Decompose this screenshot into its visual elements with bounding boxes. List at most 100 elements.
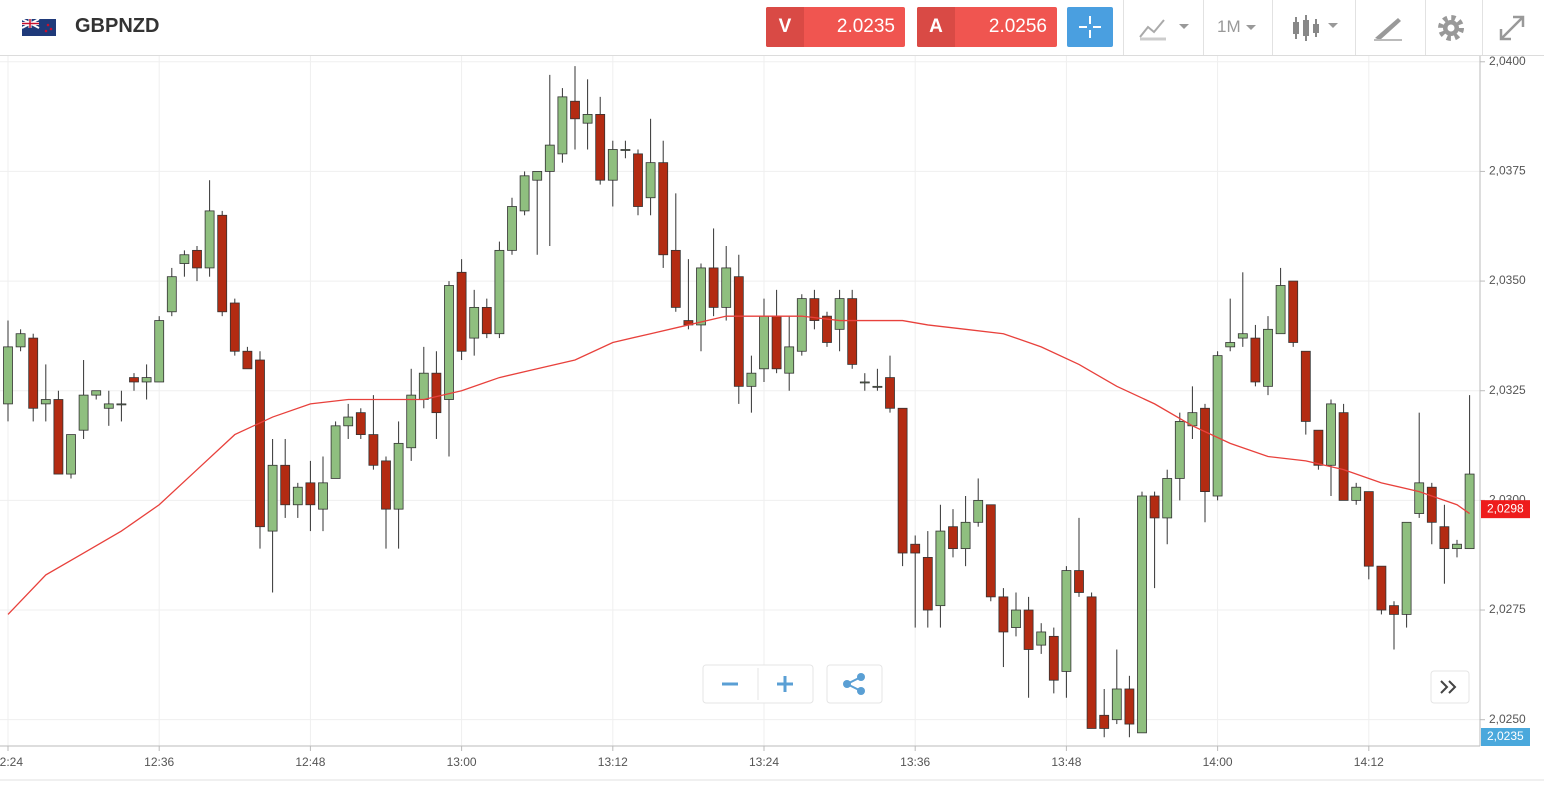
chart-type-button[interactable] bbox=[1138, 15, 1194, 41]
candle-body bbox=[431, 372, 442, 414]
candle-body bbox=[645, 162, 656, 199]
settings-button[interactable] bbox=[1436, 13, 1466, 43]
candle-body bbox=[444, 285, 454, 400]
flag-icon bbox=[22, 19, 56, 36]
x-tick-label: 13:00 bbox=[447, 755, 477, 769]
candle-type-button[interactable] bbox=[1290, 13, 1346, 43]
y-tick-label: 2,0250 bbox=[1489, 712, 1526, 726]
candle-body bbox=[1011, 609, 1021, 628]
x-tick-label: 12:48 bbox=[295, 755, 325, 769]
candle-body bbox=[15, 333, 26, 348]
candle-body bbox=[872, 385, 883, 388]
candle-body bbox=[53, 399, 64, 475]
x-tick-label: 14:00 bbox=[1203, 755, 1233, 769]
candle-body bbox=[1074, 570, 1084, 593]
candle-body bbox=[1212, 355, 1223, 497]
pair-name: GBPNZD bbox=[75, 15, 160, 37]
x-tick-label: 13:12 bbox=[598, 755, 628, 769]
candle-body bbox=[116, 403, 127, 406]
last-price-label: 2,0298 bbox=[1487, 501, 1524, 515]
y-tick-label: 2,0375 bbox=[1489, 164, 1526, 178]
candle-body bbox=[658, 162, 669, 256]
candle-body bbox=[3, 346, 13, 405]
zoom-in-button[interactable] bbox=[777, 676, 793, 692]
candle-body bbox=[1263, 328, 1273, 387]
candle-body bbox=[1225, 342, 1236, 348]
candle-body bbox=[1300, 350, 1311, 422]
candle-body bbox=[633, 153, 643, 207]
candle-body bbox=[746, 372, 757, 387]
candle-body bbox=[519, 175, 530, 212]
sell-price: 2.0235 bbox=[836, 16, 895, 37]
candle-body bbox=[1111, 688, 1122, 721]
candle-body bbox=[355, 412, 366, 435]
candle-body bbox=[1401, 521, 1412, 615]
candle-body bbox=[1061, 570, 1072, 672]
candle-body bbox=[1048, 635, 1059, 681]
candle-body bbox=[406, 394, 417, 449]
timeframe-button[interactable]: 1M bbox=[1217, 17, 1257, 37]
candle-body bbox=[1389, 605, 1399, 615]
candle-body bbox=[507, 206, 517, 251]
candle-body bbox=[696, 267, 706, 326]
last-price-tag bbox=[1481, 500, 1530, 519]
candle-body bbox=[998, 596, 1009, 633]
candle-body bbox=[557, 96, 568, 155]
candle-body bbox=[1137, 495, 1147, 734]
candle-body bbox=[759, 315, 769, 370]
candle-body bbox=[192, 249, 202, 269]
sell-button[interactable]: V 2.0235 bbox=[766, 7, 905, 47]
candle-body bbox=[217, 214, 228, 313]
candle-body bbox=[1338, 412, 1349, 501]
share-box bbox=[826, 664, 883, 704]
candle-body bbox=[1275, 285, 1286, 335]
separator bbox=[1203, 0, 1204, 55]
crosshair-button[interactable] bbox=[1067, 7, 1113, 47]
toolbar: GBPNZD V 2.0235 A 2.0256 1M bbox=[0, 0, 1544, 56]
candle-body bbox=[129, 377, 139, 383]
candle-body bbox=[1036, 631, 1047, 646]
candle-body bbox=[481, 306, 492, 335]
y-tick-label: 2,0400 bbox=[1489, 56, 1526, 68]
candle-body bbox=[544, 144, 555, 172]
buy-button[interactable]: A 2.0256 bbox=[917, 7, 1057, 47]
candle-body bbox=[960, 521, 971, 550]
candle-body bbox=[1439, 526, 1450, 550]
separator bbox=[1355, 0, 1356, 55]
candle-body bbox=[166, 276, 177, 313]
candle-body bbox=[91, 390, 102, 396]
candle-body bbox=[154, 320, 165, 383]
candle-body bbox=[834, 298, 845, 330]
grid bbox=[0, 56, 1480, 746]
candle-body bbox=[204, 210, 215, 269]
candle-body bbox=[103, 403, 114, 409]
buy-price: 2.0256 bbox=[988, 16, 1047, 37]
zoom-controls bbox=[702, 664, 1470, 704]
candle-body bbox=[922, 556, 933, 611]
candle-body bbox=[1363, 491, 1374, 567]
candle-body bbox=[1313, 429, 1324, 466]
scroll-end-button[interactable] bbox=[1440, 680, 1457, 694]
separator bbox=[1272, 0, 1273, 55]
candle-body bbox=[670, 249, 681, 308]
fullscreen-button[interactable] bbox=[1497, 13, 1527, 43]
candle-body bbox=[141, 377, 152, 383]
candle-body bbox=[1200, 407, 1210, 493]
share-button[interactable] bbox=[843, 673, 865, 695]
candle-body bbox=[1376, 565, 1387, 611]
buy-label: A bbox=[917, 7, 955, 47]
scroll-end-box bbox=[1430, 670, 1470, 704]
draw-tool-button[interactable] bbox=[1372, 14, 1404, 42]
candle-body bbox=[595, 114, 606, 181]
candle-body bbox=[910, 543, 921, 554]
candle-body bbox=[847, 298, 858, 365]
candle-body bbox=[242, 350, 253, 370]
candle-body bbox=[771, 315, 782, 370]
sell-label: V bbox=[766, 7, 804, 47]
candle-body bbox=[1099, 714, 1110, 729]
candle-body bbox=[582, 114, 593, 124]
candle-body bbox=[1023, 609, 1034, 650]
candle-body bbox=[280, 464, 291, 506]
candle-body bbox=[267, 464, 278, 532]
